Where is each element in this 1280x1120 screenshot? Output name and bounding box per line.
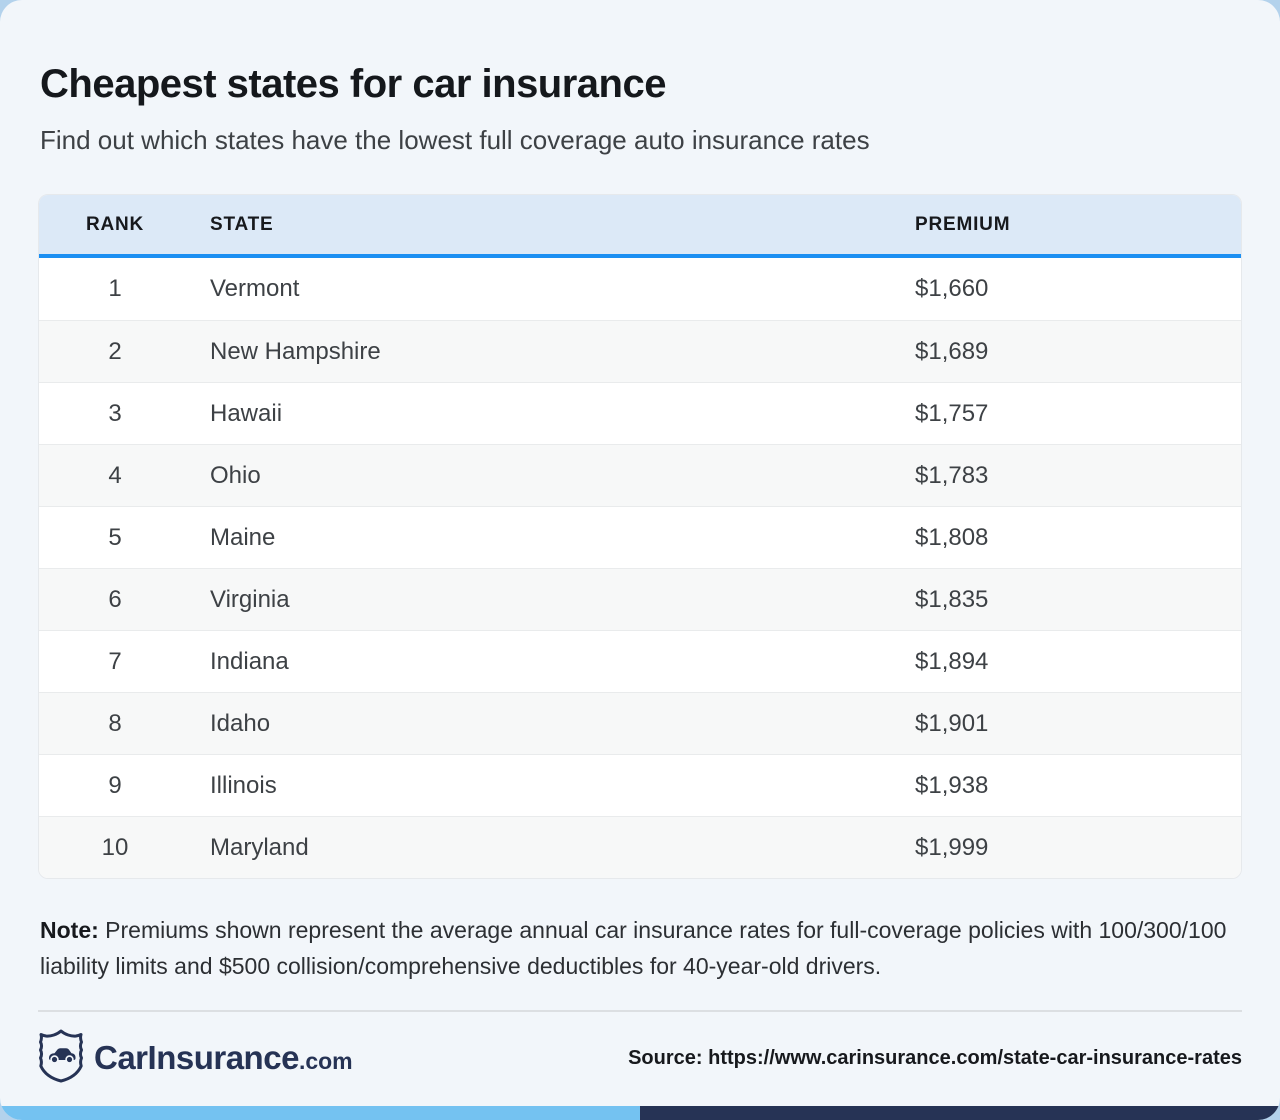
premium-cell: $1,894 [915,647,989,675]
state-cell: Hawaii [210,399,283,427]
column-header-premium: PREMIUM [915,213,1011,235]
table-row: 8 Idaho $1,901 [39,692,1241,754]
rank-cell: 3 [108,399,122,427]
brand-wordmark: CarInsurance.com [94,1039,353,1077]
premium-cell: $1,901 [915,709,989,737]
brand-name: CarInsurance [94,1039,299,1077]
page-subtitle: Find out which states have the lowest fu… [40,125,870,155]
rank-cell: 6 [108,585,122,613]
state-cell: Ohio [210,461,261,489]
bottom-bar-dark-segment [640,1106,1280,1120]
premium-cell: $1,835 [915,585,989,613]
table-row: 3 Hawaii $1,757 [39,382,1241,444]
footnote: Note: Premiums shown represent the avera… [40,913,1240,984]
premium-cell: $1,808 [915,523,989,551]
premium-cell: $1,938 [915,771,989,799]
premium-cell: $1,783 [915,461,989,489]
premium-cell: $1,999 [915,833,989,861]
state-cell: Idaho [210,709,271,737]
premium-cell: $1,757 [915,399,989,427]
premium-cell: $1,660 [915,275,989,302]
rank-cell: 2 [108,337,122,365]
state-cell: Vermont [210,275,300,302]
state-cell: New Hampshire [210,337,381,365]
rank-cell: 9 [108,771,122,799]
footnote-text: Premiums shown represent the average ann… [40,917,1227,979]
table-row: 9 Illinois $1,938 [39,754,1241,816]
rank-cell: 10 [101,833,129,861]
footer: CarInsurance.com Source: https://www.car… [38,1012,1242,1104]
state-cell: Virginia [210,585,290,613]
shield-car-icon [38,1029,84,1088]
table-row: 4 Ohio $1,783 [39,444,1241,506]
table-row: 5 Maine $1,808 [39,506,1241,568]
table-row: 10 Maryland $1,999 [39,816,1241,878]
table-row: 1 Vermont $1,660 [39,258,1241,320]
state-cell: Maryland [210,833,309,861]
footer-divider [38,1010,1242,1013]
rank-cell: 1 [108,275,122,302]
table-header-row: RANK STATE PREMIUM [39,195,1241,258]
rates-table: RANK STATE PREMIUM 1 Vermont $1,660 2 Ne… [38,194,1242,879]
table-body: 1 Vermont $1,660 2 New Hampshire $1,689 … [39,258,1241,878]
premium-cell: $1,689 [915,337,989,365]
brand-logo: CarInsurance.com [38,1029,353,1088]
bottom-accent-bar [0,1106,1280,1120]
table-row: 7 Indiana $1,894 [39,630,1241,692]
rank-cell: 4 [108,461,122,489]
state-cell: Illinois [210,771,277,799]
brand-suffix: .com [298,1048,353,1075]
rank-cell: 5 [108,523,122,551]
state-cell: Indiana [210,647,289,675]
table-row: 6 Virginia $1,835 [39,568,1241,630]
footnote-label: Note: [40,917,99,943]
page-title: Cheapest states for car insurance [40,62,666,106]
column-header-rank: RANK [85,213,145,235]
bottom-bar-light-segment [0,1106,640,1120]
rank-cell: 7 [108,647,122,675]
rank-cell: 8 [108,709,122,737]
column-header-state: STATE [210,213,274,235]
table-row: 2 New Hampshire $1,689 [39,320,1241,382]
source-url: Source: https://www.carinsurance.com/sta… [628,1046,1242,1069]
state-cell: Maine [210,523,276,551]
